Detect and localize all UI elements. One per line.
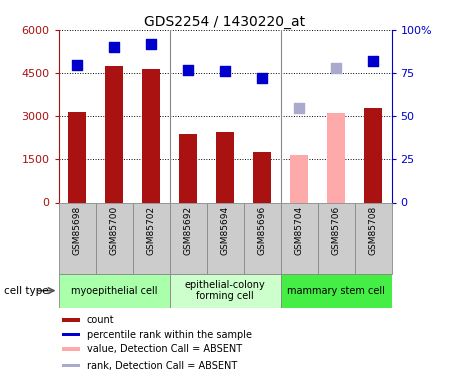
Text: GSM85698: GSM85698 — [72, 206, 81, 255]
Text: myoepithelial cell: myoepithelial cell — [71, 286, 157, 296]
Text: cell type: cell type — [4, 286, 49, 296]
Bar — [105, 66, 123, 203]
Point — [333, 65, 340, 71]
Text: GSM85702: GSM85702 — [147, 206, 156, 255]
Bar — [62, 364, 80, 368]
Bar — [355, 202, 392, 274]
Bar — [243, 202, 280, 274]
Point — [295, 105, 302, 111]
Point — [369, 58, 377, 64]
Text: GSM85696: GSM85696 — [257, 206, 266, 255]
Bar — [290, 155, 308, 203]
Bar — [62, 333, 80, 336]
Text: GSM85704: GSM85704 — [294, 206, 303, 255]
Text: GSM85706: GSM85706 — [332, 206, 341, 255]
Bar — [207, 202, 243, 274]
Text: GSM85694: GSM85694 — [220, 206, 230, 255]
Text: value, Detection Call = ABSENT: value, Detection Call = ABSENT — [87, 344, 242, 354]
Bar — [253, 152, 271, 202]
Bar — [62, 318, 80, 321]
Text: percentile rank within the sample: percentile rank within the sample — [87, 330, 252, 339]
Bar — [318, 202, 355, 274]
Bar — [68, 112, 86, 202]
Text: mammary stem cell: mammary stem cell — [287, 286, 385, 296]
Bar — [216, 132, 234, 202]
Point — [110, 44, 117, 50]
Bar — [280, 274, 392, 308]
Text: GSM85700: GSM85700 — [109, 206, 118, 255]
Text: rank, Detection Call = ABSENT: rank, Detection Call = ABSENT — [87, 360, 237, 370]
Bar — [62, 348, 80, 351]
Bar — [58, 274, 170, 308]
Bar — [170, 274, 280, 308]
Point — [221, 68, 229, 74]
Text: GSM85708: GSM85708 — [369, 206, 378, 255]
Point — [184, 67, 192, 73]
Text: count: count — [87, 315, 114, 325]
Bar — [280, 202, 318, 274]
Bar — [179, 134, 197, 202]
Point — [148, 41, 155, 47]
Point — [258, 75, 265, 81]
Bar — [58, 202, 95, 274]
Bar — [142, 69, 160, 203]
Title: GDS2254 / 1430220_at: GDS2254 / 1430220_at — [144, 15, 306, 29]
Text: epithelial-colony
forming cell: epithelial-colony forming cell — [184, 280, 266, 302]
Bar — [132, 202, 170, 274]
Bar — [170, 202, 207, 274]
Bar — [364, 108, 382, 202]
Point — [73, 62, 81, 68]
Bar — [327, 113, 345, 202]
Bar — [95, 202, 132, 274]
Text: GSM85692: GSM85692 — [184, 206, 193, 255]
